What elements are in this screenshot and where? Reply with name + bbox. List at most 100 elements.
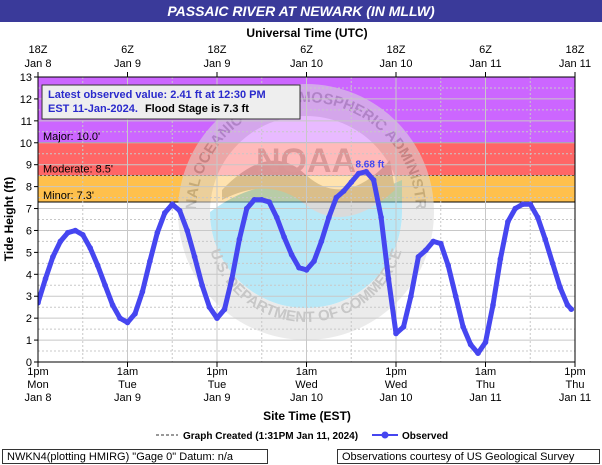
series-point <box>102 282 108 289</box>
series-point <box>333 194 340 201</box>
y-tick-label: 2 <box>26 313 32 325</box>
series-point <box>80 232 86 238</box>
series-point <box>557 284 563 291</box>
y-tick-label: 1 <box>26 335 32 347</box>
bottom-tick-time: 1pm <box>206 366 227 378</box>
x-axis-label: Site Time (EST) <box>263 409 351 423</box>
series-point <box>408 293 414 300</box>
series-point <box>124 319 131 326</box>
series-point <box>378 214 384 221</box>
bottom-tick-date: Jan 8 <box>25 392 52 404</box>
series-point <box>296 264 302 271</box>
series-point <box>564 302 571 308</box>
series-point <box>109 302 116 308</box>
series-point <box>460 324 466 330</box>
top-tick-date: Jan 10 <box>379 58 412 70</box>
series-point <box>87 245 93 251</box>
series-point <box>229 275 235 282</box>
top-tick-date: Jan 11 <box>559 58 591 70</box>
series-point <box>273 214 280 221</box>
series-point <box>520 201 526 207</box>
top-axis-title: Universal Time (UTC) <box>246 26 367 40</box>
series-point <box>206 304 213 311</box>
series-point <box>438 240 444 247</box>
series-point <box>288 251 295 258</box>
top-tick-time: 18Z <box>387 44 406 56</box>
footer-source: Observations courtesy of US Geological S… <box>337 449 600 464</box>
series-point <box>534 214 541 221</box>
y-tick-label: 5 <box>26 247 32 259</box>
flood-band-labels: Major: 10.0' Moderate: 8.5' Minor: 7.3' <box>43 131 113 202</box>
y-tick-label: 10 <box>20 138 32 150</box>
top-tick-date: Jan 9 <box>114 58 141 70</box>
y-tick-label: 6 <box>26 225 32 237</box>
series-point <box>363 168 370 175</box>
bottom-tick-time: 1am <box>296 366 317 378</box>
series-point <box>527 201 534 207</box>
latest-value-annotation: Latest observed value: 2.41 ft at 12:30 … <box>41 84 301 120</box>
series-point <box>385 275 392 282</box>
series-point <box>415 253 422 260</box>
series-point <box>355 170 362 177</box>
y-tick-label: 4 <box>26 269 32 281</box>
top-tick-date: Jan 8 <box>25 58 52 70</box>
series-point <box>244 205 250 212</box>
bottom-tick-date: Jan 10 <box>379 392 412 404</box>
series-point <box>65 229 71 236</box>
bottom-tick-time: 1pm <box>564 366 585 378</box>
bottom-tick-day: Wed <box>385 379 407 391</box>
series-point <box>176 207 183 214</box>
bottom-tick-date: Jan 9 <box>204 392 231 404</box>
bottom-tick-date: Jan 11 <box>469 392 501 404</box>
y-tick-label: 7 <box>26 204 32 216</box>
series-point <box>236 236 243 242</box>
bottom-tick-day: Tue <box>118 379 137 391</box>
flood-band-label-0: Major: 10.0' <box>43 131 100 143</box>
y-tick-label: 9 <box>26 160 32 172</box>
series-point <box>94 262 101 269</box>
legend-observed-label: Observed <box>402 431 448 442</box>
series-point <box>50 253 56 260</box>
series-point <box>423 247 429 253</box>
bottom-tick-day: Mon <box>27 379 48 391</box>
bottom-tick-time: 1am <box>475 366 496 378</box>
legend-observed-marker <box>381 431 389 439</box>
bottom-tick-time: 1pm <box>385 366 406 378</box>
annotation-box <box>41 84 301 120</box>
series-point <box>251 197 258 203</box>
plot-area: NOAA NATIONAL OCEANIC AND ATMOSPHERIC AD… <box>37 76 576 363</box>
series-point <box>452 293 459 300</box>
bottom-tick-day: Tue <box>208 379 227 391</box>
bottom-tick-date: Jan 9 <box>114 392 141 404</box>
series-point <box>154 229 161 236</box>
flood-band-label-1: Moderate: 8.5' <box>43 164 113 176</box>
top-tick-time: 6Z <box>479 44 492 56</box>
title-bar <box>0 0 602 22</box>
series-point <box>199 282 205 289</box>
y-tick-label: 8 <box>26 182 32 194</box>
bottom-tick-date: Jan 11 <box>559 392 591 404</box>
series-point <box>38 300 41 306</box>
bottom-tick-day: Thu <box>476 379 495 391</box>
bottom-tick-date: Jan 10 <box>290 392 323 404</box>
series-point <box>281 234 287 240</box>
y-tick-label: 3 <box>26 291 32 303</box>
bottom-tick-time: 1am <box>117 366 138 378</box>
series-point <box>497 256 504 262</box>
annotation-line2: EST 11-Jan-2024. Flood Stage is 7.3 ft <box>48 103 249 115</box>
series-point <box>259 197 265 203</box>
series-point <box>191 253 198 260</box>
series-point <box>370 177 377 183</box>
series-point <box>467 341 474 348</box>
series-point <box>162 210 168 216</box>
series-point <box>72 227 79 234</box>
annotation-line1: Latest observed value: 2.41 ft at 12:30 … <box>48 89 266 101</box>
legend-created-label: Graph Created (1:31PM Jan 11, 2024) <box>183 431 358 442</box>
series-point <box>266 199 273 205</box>
top-tick-date: Jan 10 <box>290 58 323 70</box>
top-axis-ticks: 18Z Jan 8 6Z Jan 9 18Z Jan 9 6Z Jan 10 18Z Jan 10… <box>25 44 591 77</box>
series-point <box>117 315 123 322</box>
legend: Graph Created (1:31PM Jan 11, 2024) Obse… <box>156 431 448 442</box>
series-point <box>348 179 355 185</box>
